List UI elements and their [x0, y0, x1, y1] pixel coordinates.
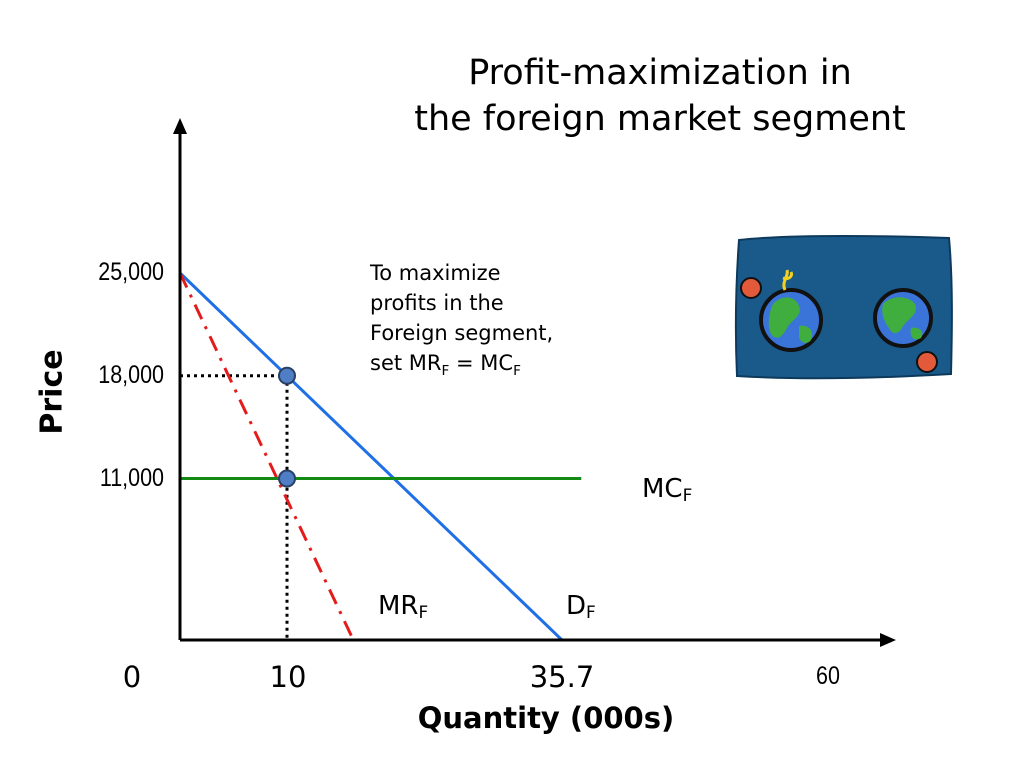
series-line-mr [178, 272, 355, 641]
x-tick-label: 60 [816, 662, 840, 690]
guide-lines [180, 374, 289, 640]
globe-left-icon [759, 269, 823, 352]
series-line-d [178, 271, 564, 642]
note-line-3: Foreign segment, [370, 321, 554, 345]
title-line-2: the foreign market segment [414, 99, 906, 139]
x-axis-arrow [880, 633, 896, 647]
planet-small-right-icon [916, 351, 938, 373]
data-point-1 [278, 469, 297, 488]
x-tick-label: 10 [269, 660, 307, 694]
note-line-1: To maximize [370, 261, 501, 285]
d-label-main: D [566, 591, 587, 621]
mc-label: MCF [642, 474, 692, 505]
note-line-2: profits in the [370, 291, 504, 315]
y-axis-label: Price [34, 349, 70, 435]
y-axis-arrow [173, 118, 187, 134]
y-tick-label: 11,000 [99, 463, 164, 492]
axes [173, 118, 896, 647]
d-label: DF [566, 591, 596, 622]
mc-label-main: MC [642, 474, 683, 504]
curves [178, 271, 582, 642]
chart-title: Profit-maximization in the foreign marke… [360, 50, 960, 142]
mr-label-main: MR [378, 591, 419, 621]
y-tick-label: 18,000 [98, 360, 164, 389]
globe-right-icon [873, 288, 933, 348]
d-label-sub: F [586, 602, 596, 623]
note-mc: = MC [449, 351, 514, 375]
mr-label: MRF [378, 591, 428, 622]
note-mc-sub: F [513, 363, 521, 380]
x-tick-label: 0 [122, 660, 142, 694]
annotation-note: To maximize profits in the Foreign segme… [370, 258, 640, 386]
mc-label-sub: F [682, 485, 693, 506]
note-line-4: set MRF = MCF [370, 348, 640, 386]
y-tick-label: 25,000 [98, 258, 164, 286]
planet-small-left-icon [740, 277, 762, 299]
note-mr: set MR [370, 351, 442, 375]
x-tick-label: 35.7 [529, 660, 595, 694]
note-mr-sub: F [441, 363, 450, 380]
globes-illustration [734, 235, 953, 380]
x-axis-label: Quantity (000s) [417, 701, 675, 735]
title-line-1: Profit-maximization in [468, 53, 852, 93]
data-point-0 [278, 366, 297, 385]
mr-label-sub: F [418, 602, 429, 623]
data-points [278, 366, 297, 488]
